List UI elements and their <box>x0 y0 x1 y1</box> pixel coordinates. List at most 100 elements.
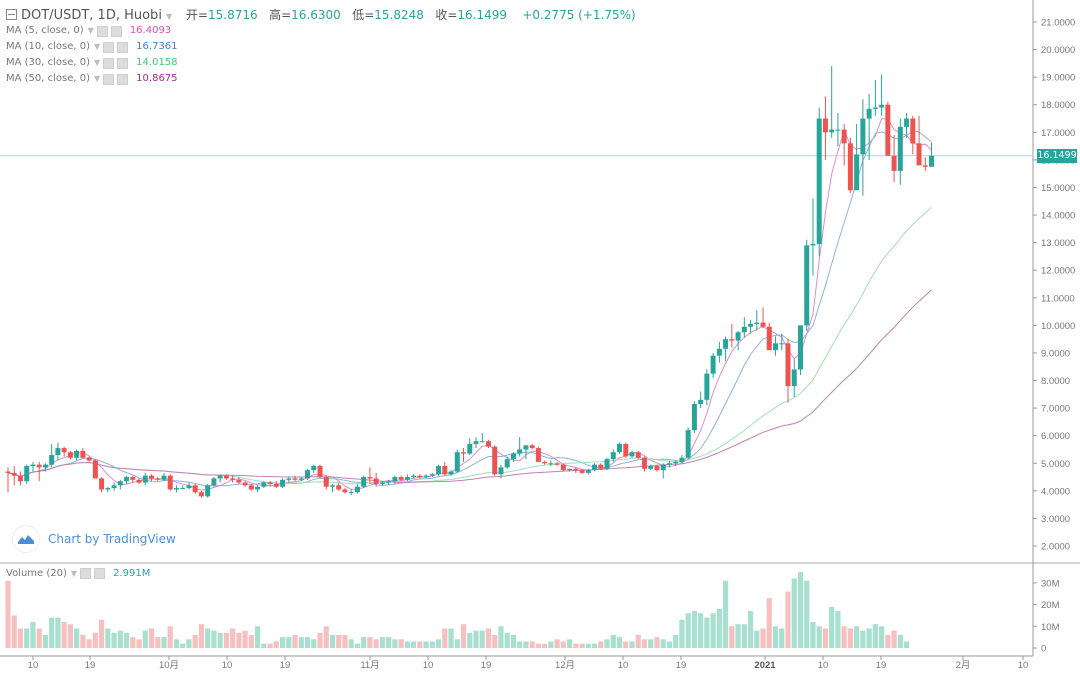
symbol-title[interactable]: DOT/USDT, 1D, Huobi <box>21 8 162 23</box>
volume-bar <box>217 632 223 648</box>
candle <box>30 461 36 472</box>
indicator-label: MA (50, close, 0) <box>6 73 91 84</box>
volume-bar <box>673 634 679 648</box>
candle <box>529 443 535 450</box>
candle <box>467 438 473 455</box>
settings-icon[interactable] <box>96 25 108 37</box>
volume-bar <box>261 643 267 648</box>
candle <box>117 479 123 490</box>
candle <box>92 459 98 479</box>
close-icon[interactable] <box>110 25 122 37</box>
volume-bar <box>573 643 579 648</box>
volume-bar <box>304 637 311 648</box>
volume-bar <box>729 626 735 648</box>
candle <box>167 474 173 491</box>
candle <box>80 448 86 460</box>
candle <box>161 472 167 482</box>
close-icon[interactable] <box>117 73 129 85</box>
chevron-down-icon[interactable]: ▼ <box>165 12 173 21</box>
candle <box>847 137 853 193</box>
volume-label: Volume (20) <box>6 568 67 579</box>
volume-bar <box>105 628 111 648</box>
candle <box>367 467 373 484</box>
candle <box>111 482 117 491</box>
volume-bar <box>841 626 847 648</box>
close-icon[interactable] <box>94 568 106 579</box>
candle <box>292 475 298 482</box>
volume-bar <box>74 628 80 648</box>
candle <box>173 485 179 493</box>
volume-bar <box>529 641 535 648</box>
candle <box>49 443 55 468</box>
volume-bar <box>348 639 354 648</box>
volume-bar <box>323 626 329 648</box>
settings-icon[interactable] <box>80 568 92 579</box>
candle <box>361 475 367 489</box>
chevron-down-icon[interactable]: ▼ <box>70 569 78 578</box>
close-label: 收= <box>435 8 458 22</box>
indicator-ma30[interactable]: MA (30, close, 0) ▼ 14.0158 <box>6 55 636 71</box>
open-label: 开= <box>185 8 208 22</box>
high-value: 16.6300 <box>291 8 341 22</box>
candle <box>492 445 498 476</box>
close-icon[interactable] <box>117 41 129 53</box>
volume-bar <box>498 626 504 648</box>
chevron-down-icon[interactable]: ▼ <box>94 58 101 67</box>
candle <box>267 481 273 487</box>
settings-icon[interactable] <box>103 41 115 53</box>
price-tick: 14.0000 <box>1041 211 1075 222</box>
volume-bar <box>173 639 180 648</box>
candle <box>192 483 198 494</box>
volume-legend[interactable]: Volume (20) ▼ 2.991M <box>6 568 150 579</box>
candle <box>286 477 292 483</box>
candle <box>835 113 841 147</box>
candle <box>155 477 161 482</box>
volume-bar <box>223 632 229 648</box>
volume-bar <box>829 606 835 648</box>
volume-bar <box>666 641 673 648</box>
candle <box>773 336 779 356</box>
candle <box>149 474 155 482</box>
tradingview-watermark[interactable]: Chart by TradingView <box>12 525 176 553</box>
volume-bar <box>155 637 161 648</box>
candle <box>423 474 429 479</box>
candle <box>860 99 866 196</box>
indicator-label: MA (30, close, 0) <box>6 57 91 68</box>
time-tick: 10 <box>818 660 829 671</box>
candle <box>791 358 797 398</box>
candle <box>454 449 460 473</box>
candle <box>716 341 722 363</box>
change-value: +0.2775 (+1.75%) <box>522 8 636 22</box>
volume-bar <box>454 639 460 648</box>
volume-bar <box>860 630 866 648</box>
volume-bar <box>205 628 211 648</box>
candle <box>105 486 111 493</box>
volume-bar <box>517 641 523 648</box>
close-icon[interactable] <box>117 57 129 69</box>
volume-bar <box>691 611 697 648</box>
indicator-ma50[interactable]: MA (50, close, 0) ▼ 10.8675 <box>6 71 636 87</box>
chevron-down-icon[interactable]: ▼ <box>94 42 101 51</box>
candle <box>648 464 654 471</box>
settings-icon[interactable] <box>103 57 115 69</box>
candle <box>273 481 279 489</box>
candle <box>573 467 579 473</box>
candle <box>211 477 217 487</box>
chevron-down-icon[interactable]: ▼ <box>87 26 94 35</box>
candle <box>136 478 142 484</box>
volume-bar <box>735 624 741 648</box>
candle <box>336 482 342 491</box>
indicator-value: 10.8675 <box>136 73 178 84</box>
indicator-ma5[interactable]: MA (5, close, 0) ▼ 16.4093 <box>6 23 636 39</box>
candle <box>448 470 454 476</box>
chevron-down-icon[interactable]: ▼ <box>94 74 101 83</box>
collapse-icon[interactable] <box>6 9 17 20</box>
candle <box>348 489 354 495</box>
settings-icon[interactable] <box>103 73 115 85</box>
candle <box>342 488 348 494</box>
price-tick: 7.0000 <box>1041 404 1070 415</box>
candle <box>635 450 641 460</box>
indicator-ma10[interactable]: MA (10, close, 0) ▼ 16.7361 <box>6 39 636 55</box>
candle <box>560 463 566 472</box>
